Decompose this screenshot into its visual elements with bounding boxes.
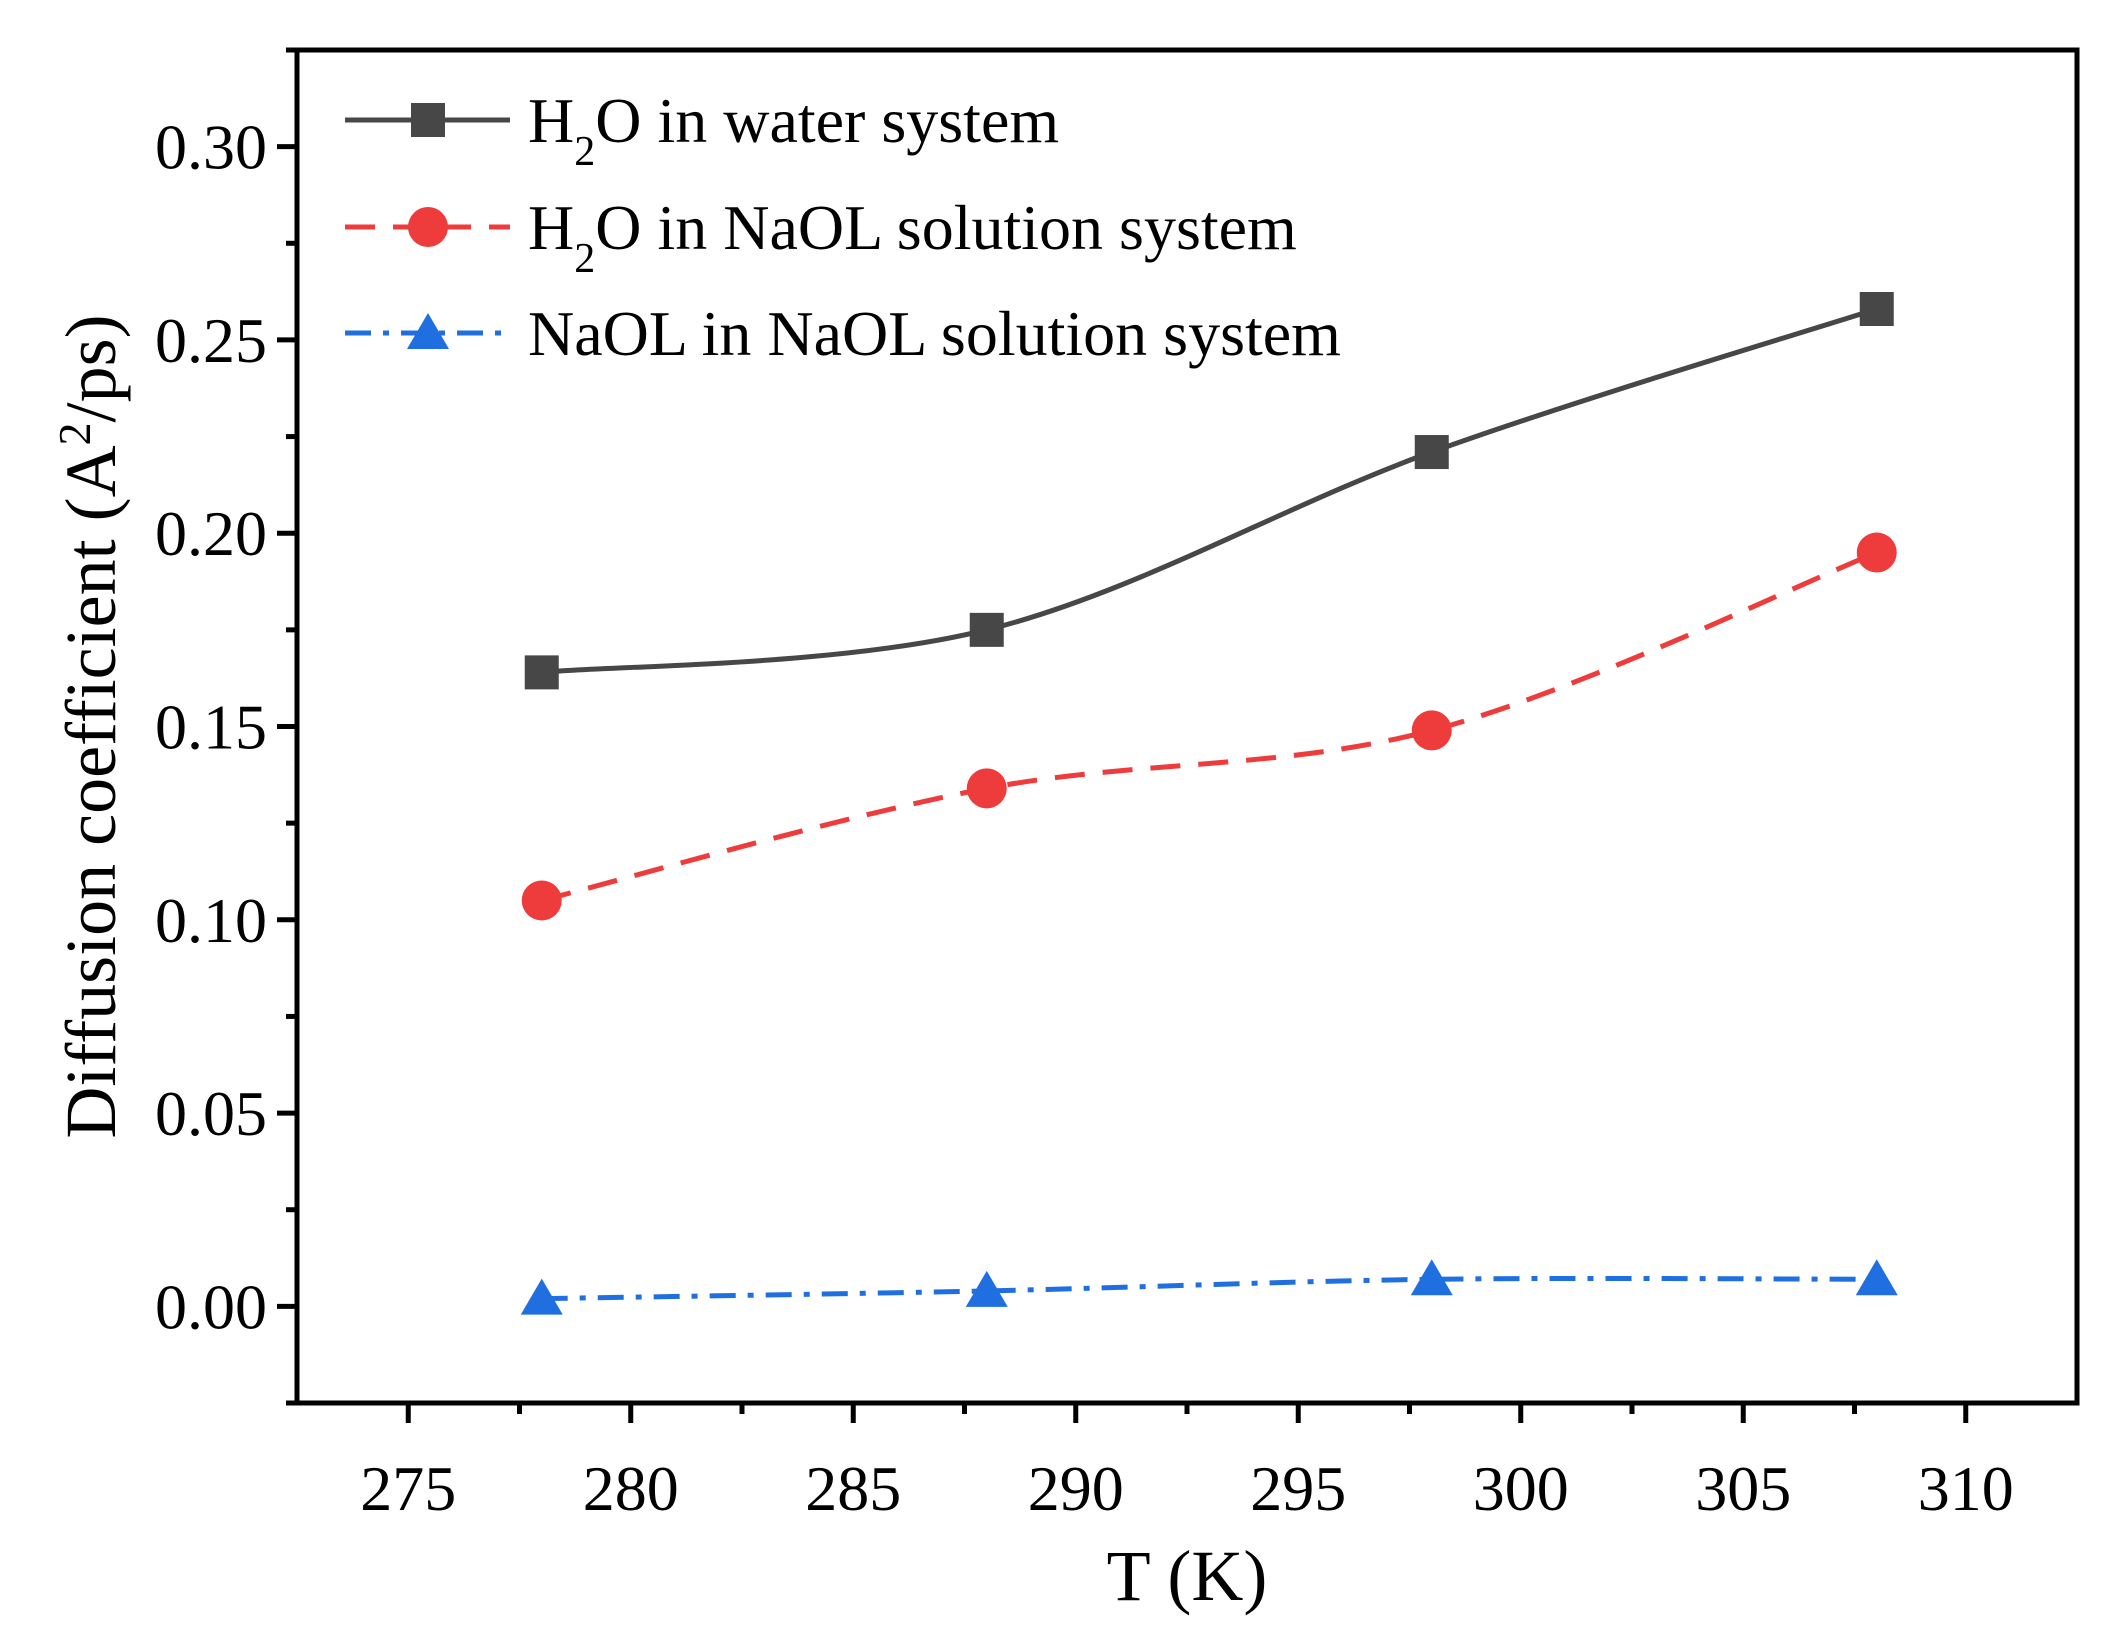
- series-1: [524, 292, 1894, 690]
- data-point-circle: [966, 768, 1007, 809]
- series-line: [541, 1275, 1877, 1302]
- legend-label-subscript: 2: [574, 236, 595, 282]
- series-2: [521, 532, 1897, 921]
- legend-label: H2O in NaOL solution system: [528, 192, 1297, 282]
- legend-item: NaOL in NaOL solution system: [345, 298, 1341, 369]
- series-3: [520, 1259, 1898, 1315]
- x-axis-title: T (K): [1107, 1536, 1268, 1616]
- legend-label-text: H: [528, 85, 574, 156]
- data-point-triangle: [965, 1270, 1008, 1307]
- data-point-square: [969, 612, 1004, 647]
- y-tick-label: 0.00: [155, 1271, 267, 1342]
- series-group: [520, 292, 1898, 1315]
- data-point-triangle: [1855, 1259, 1898, 1296]
- series-line: [541, 550, 1878, 903]
- x-tick-label: 280: [583, 1453, 679, 1524]
- y-axis: 0.00 0.05 0.10 0.15 0.20 0.25 0.30: [155, 47, 297, 1406]
- legend-marker: [411, 103, 445, 137]
- data-point-circle: [1856, 532, 1897, 573]
- series-line: [541, 306, 1878, 675]
- data-point-circle: [521, 880, 562, 921]
- y-axis-title-prefix: Diffusion coefficient (A: [51, 445, 131, 1138]
- x-tick-label: 275: [360, 1453, 456, 1524]
- y-tick-label: 0.30: [155, 112, 267, 183]
- y-axis-title-superscript: 2: [49, 422, 100, 445]
- x-tick-label: 290: [1028, 1453, 1124, 1524]
- data-point-circle: [1411, 710, 1452, 751]
- x-tick-label: 300: [1473, 1453, 1569, 1524]
- legend-label-text: O in NaOL solution system: [595, 192, 1297, 263]
- data-point-square: [1859, 292, 1894, 327]
- x-tick-label: 310: [1918, 1453, 2014, 1524]
- legend-label-text: O in water system: [595, 85, 1059, 156]
- y-tick-label: 0.05: [155, 1078, 267, 1149]
- data-point-triangle: [1410, 1259, 1453, 1296]
- y-axis-title-suffix: /ps): [51, 314, 131, 422]
- data-point-square: [1414, 435, 1449, 470]
- data-point-triangle: [520, 1278, 563, 1315]
- legend-label: NaOL in NaOL solution system: [528, 298, 1341, 369]
- y-axis-title: Diffusion coefficient (A2/ps): [49, 314, 132, 1138]
- x-tick-label: 285: [805, 1453, 901, 1524]
- y-tick-label: 0.20: [155, 498, 267, 569]
- legend-marker: [408, 207, 448, 247]
- y-tick-label: 0.15: [155, 692, 267, 763]
- data-point-square: [524, 655, 559, 690]
- x-tick-label: 305: [1695, 1453, 1791, 1524]
- x-axis: 275 280 285 290 295 300 305 310: [360, 1403, 2014, 1524]
- legend-label-subscript: 2: [574, 129, 595, 175]
- legend-item: H2O in NaOL solution system: [345, 192, 1297, 282]
- y-tick-label: 0.10: [155, 885, 267, 956]
- legend-item: H2O in water system: [345, 85, 1059, 175]
- legend-label-text: H: [528, 192, 574, 263]
- x-tick-label: 295: [1250, 1453, 1346, 1524]
- legend-label-text: NaOL in NaOL solution system: [528, 298, 1341, 369]
- legend-label: H2O in water system: [528, 85, 1059, 175]
- y-tick-label: 0.25: [155, 305, 267, 376]
- legend-marker: [407, 313, 449, 349]
